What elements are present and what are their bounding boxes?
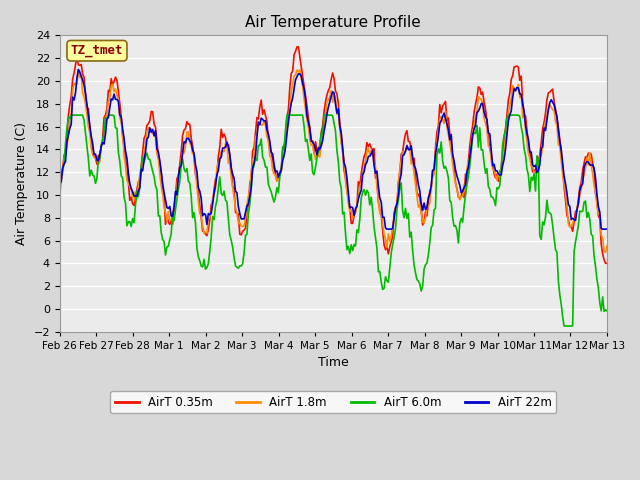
AirT 6.0m — [339, 211, 346, 217]
AirT 6.0m — [602, 307, 609, 312]
AirT 0.35m — [74, 62, 82, 68]
AirT 1.8m — [74, 68, 82, 73]
AirT 6.0m — [560, 323, 568, 329]
AirT 1.8m — [529, 163, 536, 169]
AirT 22m — [339, 145, 346, 151]
AirT 22m — [449, 152, 456, 157]
AirT 0.35m — [339, 146, 346, 152]
AirT 1.8m — [600, 249, 608, 254]
AirT 6.0m — [603, 308, 611, 314]
AirT 1.8m — [602, 250, 609, 255]
Line: AirT 6.0m: AirT 6.0m — [60, 115, 607, 326]
AirT 22m — [602, 226, 609, 232]
Text: TZ_tmet: TZ_tmet — [71, 44, 124, 57]
AirT 1.8m — [603, 243, 611, 249]
AirT 0.35m — [294, 44, 302, 49]
AirT 22m — [603, 226, 611, 232]
Title: Air Temperature Profile: Air Temperature Profile — [246, 15, 421, 30]
AirT 22m — [56, 179, 63, 184]
AirT 6.0m — [67, 112, 75, 118]
AirT 0.35m — [602, 261, 609, 266]
Line: AirT 0.35m: AirT 0.35m — [60, 47, 607, 264]
AirT 0.35m — [529, 169, 536, 175]
AirT 1.8m — [92, 156, 99, 162]
Legend: AirT 0.35m, AirT 1.8m, AirT 6.0m, AirT 22m: AirT 0.35m, AirT 1.8m, AirT 6.0m, AirT 2… — [110, 391, 556, 413]
AirT 0.35m — [447, 147, 455, 153]
AirT 6.0m — [76, 112, 84, 118]
Line: AirT 22m: AirT 22m — [60, 70, 607, 229]
AirT 22m — [76, 69, 84, 75]
AirT 0.35m — [56, 179, 63, 184]
AirT 22m — [74, 67, 82, 72]
Line: AirT 1.8m: AirT 1.8m — [60, 70, 607, 252]
AirT 22m — [383, 226, 391, 232]
X-axis label: Time: Time — [318, 356, 349, 369]
AirT 22m — [530, 164, 538, 169]
AirT 6.0m — [93, 176, 100, 181]
AirT 0.35m — [92, 155, 99, 160]
AirT 22m — [93, 157, 100, 163]
AirT 6.0m — [529, 177, 536, 183]
AirT 6.0m — [447, 199, 455, 205]
AirT 0.35m — [600, 257, 608, 263]
AirT 0.35m — [603, 261, 611, 266]
AirT 1.8m — [56, 185, 63, 191]
Y-axis label: Air Temperature (C): Air Temperature (C) — [15, 122, 28, 245]
AirT 1.8m — [339, 150, 346, 156]
AirT 1.8m — [296, 67, 303, 72]
AirT 6.0m — [56, 195, 63, 201]
AirT 1.8m — [447, 149, 455, 155]
